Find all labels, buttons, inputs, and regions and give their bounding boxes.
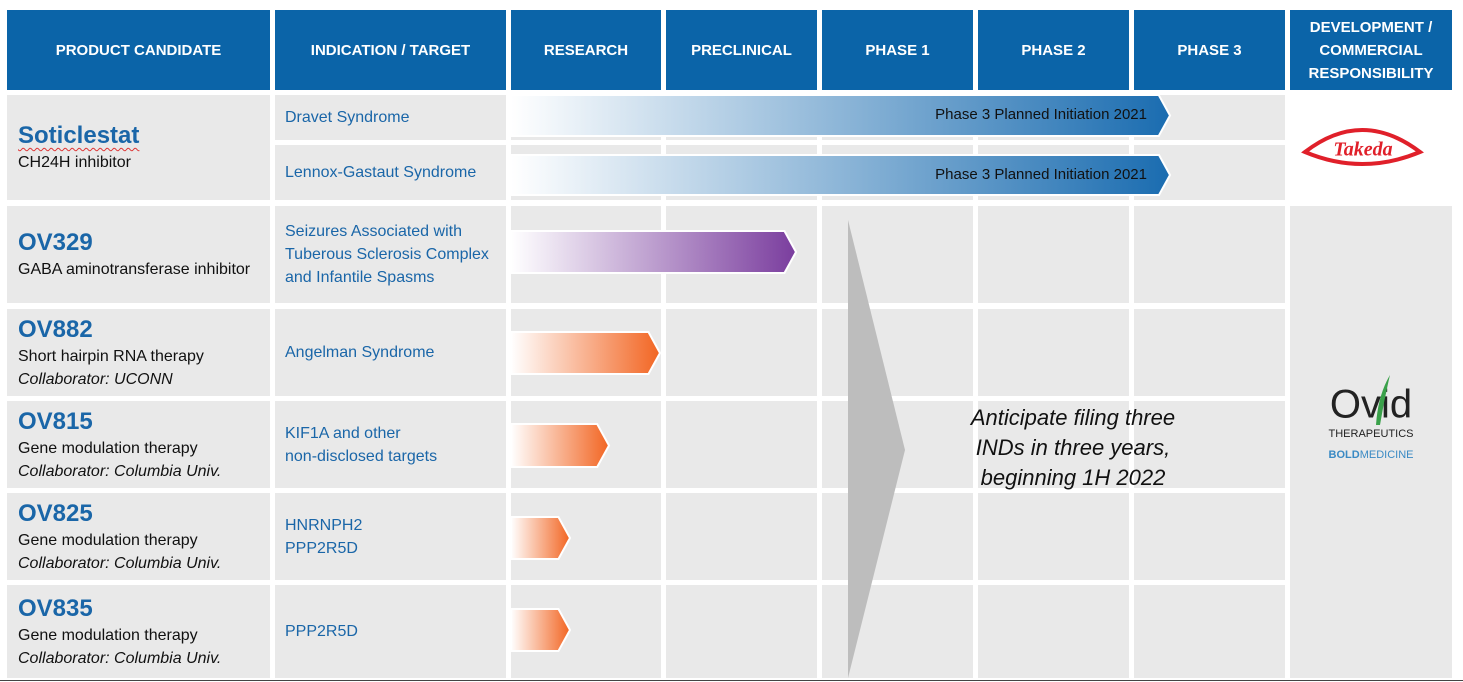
- indication-text: PPP2R5D: [285, 539, 358, 557]
- stage-cell: [666, 401, 817, 488]
- milestone-arrow: [848, 220, 905, 678]
- product-description: Gene modulation therapy: [18, 531, 198, 549]
- stage-cell: [822, 585, 973, 678]
- product-description: Gene modulation therapy: [18, 439, 198, 457]
- indication-cell: Seizures Associated with Tuberous Sclero…: [275, 206, 506, 303]
- column-header: PHASE 1: [822, 10, 973, 90]
- stage-cell: [1134, 493, 1285, 580]
- progress-arrow: [510, 230, 798, 274]
- progress-arrow: [510, 423, 611, 468]
- product-name: OV882: [18, 315, 93, 343]
- ovid-slogan-bold: BOLD: [1329, 449, 1360, 461]
- stage-cell: [1134, 206, 1285, 303]
- collaborator: Collaborator: UCONN: [18, 370, 173, 388]
- ovid-leaf: [1376, 375, 1390, 425]
- stage-cell: [666, 585, 817, 678]
- annotation: INDs in three years,: [976, 435, 1170, 460]
- stage-cell: [1134, 401, 1285, 488]
- product-cell: OV329 GABA aminotransferase inhibitor: [7, 206, 270, 303]
- indication-text: Angelman Syndrome: [285, 344, 435, 361]
- partner-cell: [1290, 95, 1452, 200]
- annotation: beginning 1H 2022: [981, 465, 1166, 490]
- product-name: Soticlestat: [18, 122, 140, 149]
- stage-cell: [978, 401, 1129, 488]
- stage-cell: [666, 309, 817, 396]
- column-header: INDICATION / TARGET: [275, 10, 506, 90]
- product-cell: OV882 Short hairpin RNA therapy Collaborat…: [7, 309, 270, 396]
- indication-cell: KIF1A and other non-disclosed targets: [275, 401, 506, 488]
- stage-cell: [1134, 309, 1285, 396]
- stage-cell: [822, 493, 973, 580]
- collaborator: Collaborator: Columbia Univ.: [18, 649, 222, 667]
- column-header: PRODUCT CANDIDATE: [7, 10, 270, 90]
- stage-cell: [978, 206, 1129, 303]
- ovid-slogan-rest: MEDICINE: [1360, 449, 1414, 461]
- indication-cell: Angelman Syndrome: [275, 309, 506, 396]
- column-header: PHASE 3: [1134, 10, 1285, 90]
- product-description: GABA aminotransferase inhibitor: [18, 261, 251, 278]
- bottom-rule: [0, 680, 1463, 681]
- column-header: PHASE 2: [978, 10, 1129, 90]
- ovid-slogan: BOLDMEDICINE: [1329, 449, 1414, 461]
- indication-cell: Lennox-Gastaut Syndrome: [275, 145, 506, 200]
- stage-cell: [822, 309, 973, 396]
- product-name: OV329: [18, 229, 93, 256]
- ovid-tagline: THERAPEUTICS: [1329, 428, 1414, 440]
- product-name: OV835: [18, 594, 93, 622]
- product-name: OV815: [18, 407, 93, 435]
- product-cell: OV825 Gene modulation therapy Collaborator…: [7, 493, 270, 580]
- indication-cell: Dravet Syndrome: [275, 95, 506, 140]
- indication-text: Seizures Associated with Tuberous Sclero…: [285, 223, 489, 286]
- indication-text: Lennox-Gastaut Syndrome: [285, 164, 477, 181]
- indication-cell: PPP2R5D: [275, 585, 506, 678]
- indication-text: Dravet Syndrome: [285, 109, 410, 126]
- partner-cell: [1290, 206, 1452, 678]
- progress-arrow: [510, 516, 572, 560]
- collaborator: Collaborator: Columbia Univ.: [18, 462, 222, 480]
- ovid-logo: Ovid: [1330, 383, 1412, 427]
- product-description: CH24H inhibitor: [18, 154, 131, 171]
- bar-label: Phase 3 Planned Initiation 2021: [935, 166, 1147, 183]
- takeda-arc: [1301, 128, 1424, 166]
- indication-text: non-disclosed targets: [285, 447, 438, 465]
- product-name: OV825: [18, 499, 93, 527]
- collaborator: Collaborator: Columbia Univ.: [18, 554, 222, 572]
- column-header: DEVELOPMENT / COMMERCIAL RESPONSIBILITY: [1290, 10, 1452, 90]
- stage-cell: [978, 309, 1129, 396]
- stage-cell: [1134, 585, 1285, 678]
- stage-cell: [822, 206, 973, 303]
- progress-arrow: [510, 154, 1172, 196]
- progress-arrow: [510, 331, 662, 375]
- indication-text: PPP2R5D: [285, 623, 358, 640]
- product-cell: OV815 Gene modulation therapy Collaborator…: [7, 401, 270, 488]
- progress-arrow: [510, 608, 572, 652]
- indication-text: KIF1A and other: [285, 424, 401, 442]
- bar-label: Phase 3 Planned Initiation 2021: [935, 106, 1147, 123]
- product-cell: OV835 Gene modulation therapy Collaborator…: [7, 585, 270, 678]
- column-header: PRECLINICAL: [666, 10, 817, 90]
- progress-arrow: [510, 94, 1172, 137]
- product-description: Short hairpin RNA therapy: [18, 347, 204, 365]
- indication-cell: HNRNPH2 PPP2R5D: [275, 493, 506, 580]
- stage-cell: [978, 493, 1129, 580]
- indication-text: HNRNPH2: [285, 516, 363, 534]
- product-cell: Soticlestat CH24H inhibitor: [7, 95, 270, 200]
- takeda-logo: Takeda: [1333, 139, 1392, 161]
- stage-cell: [978, 585, 1129, 678]
- stage-cell: [666, 493, 817, 580]
- annotation: Anticipate filing three: [969, 405, 1175, 430]
- product-description: Gene modulation therapy: [18, 626, 198, 644]
- column-header: RESEARCH: [511, 10, 661, 90]
